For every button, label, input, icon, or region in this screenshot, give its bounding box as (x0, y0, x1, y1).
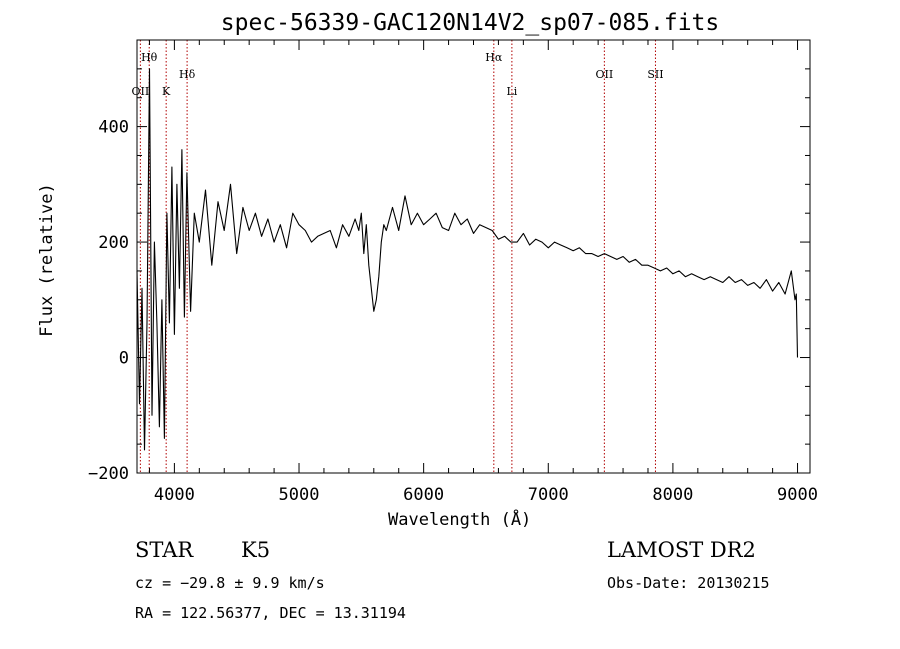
x-tick-label-7000: 7000 (528, 485, 569, 505)
spectral-line-label-7: SII (647, 68, 663, 81)
coordinates-text: RA = 122.56377, DEC = 13.31194 (135, 604, 406, 622)
survey-name: LAMOST DR2 (607, 538, 756, 562)
spectrum-series-line (136, 68, 799, 451)
spectral-line-label-6: OII (596, 68, 614, 81)
redshift-text: cz = −29.8 ± 9.9 km/s (135, 574, 325, 592)
y-tick-label-200: 200 (98, 233, 129, 253)
spectral-line-label-1: Hθ (141, 51, 158, 64)
spectral-line-label-5: Li (506, 85, 517, 98)
x-tick-label-6000: 6000 (403, 485, 444, 505)
x-tick-label-4000: 4000 (154, 485, 195, 505)
spectral-line-label-0: OII (132, 85, 150, 98)
spectral-line-label-2: K (162, 85, 171, 98)
x-axis-label: Wavelength (Å) (388, 510, 532, 530)
x-tick-label-9000: 9000 (777, 485, 818, 505)
y-tick-label-400: 400 (98, 118, 129, 138)
y-tick-label-0: 0 (119, 349, 129, 369)
y-axis-label: Flux (relative) (37, 183, 57, 337)
x-tick-label-8000: 8000 (652, 485, 693, 505)
x-tick-label-5000: 5000 (279, 485, 320, 505)
plot-frame (136, 39, 811, 474)
y-tick-label--200: −200 (88, 464, 129, 484)
object-subclass: K5 (241, 538, 271, 562)
object-class: STAR (135, 538, 194, 562)
spectral-line-label-4: Hα (485, 51, 503, 64)
chart-title: spec-56339-GAC120N14V2_sp07-085.fits (220, 10, 720, 36)
spectral-line-label-3: Hδ (179, 68, 196, 81)
obs-date-text: Obs-Date: 20130215 (607, 574, 770, 592)
